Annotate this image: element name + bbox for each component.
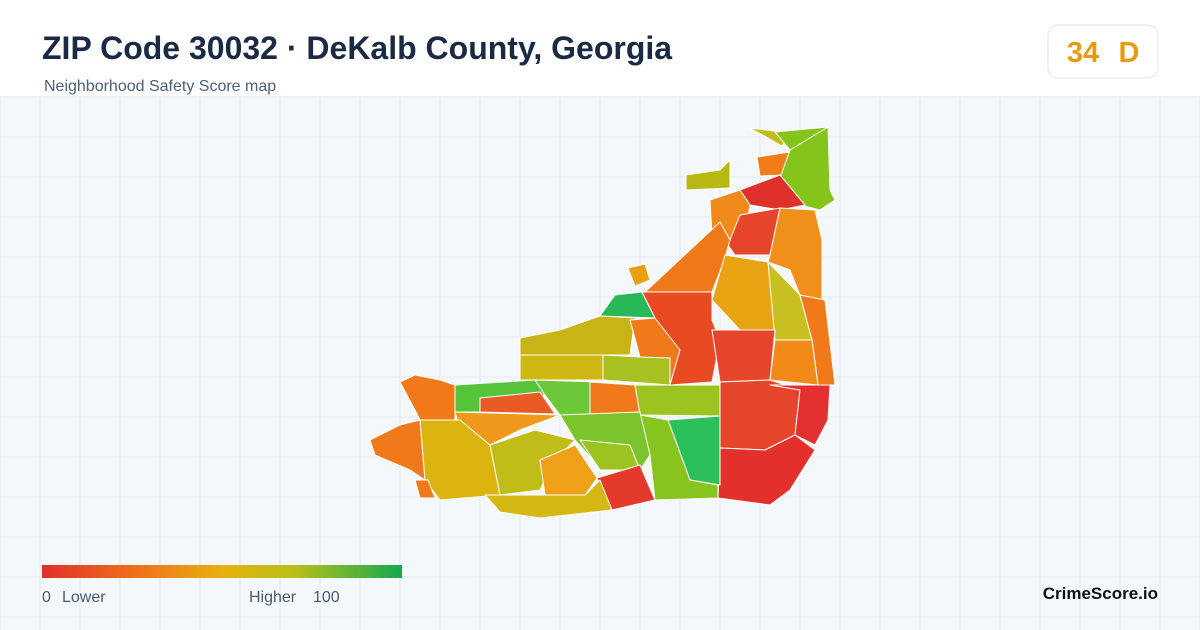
tract <box>479 391 556 415</box>
legend-max-label: Higher <box>249 589 297 606</box>
grid <box>0 96 1200 630</box>
tract-map <box>369 126 836 519</box>
tract <box>627 263 651 287</box>
tract <box>711 329 776 383</box>
legend-max: 100 <box>313 589 340 606</box>
tract <box>589 381 641 416</box>
tract <box>414 479 436 499</box>
tract <box>769 384 831 446</box>
tract <box>711 254 776 331</box>
title: ZIP Code 30032 · DeKalb County, Georgia <box>42 30 672 66</box>
tract <box>639 414 719 501</box>
tract <box>399 374 456 421</box>
tract <box>634 384 721 417</box>
tract <box>539 444 598 496</box>
legend-min: 0 <box>42 589 51 606</box>
legend-min-label: Lower <box>62 589 106 606</box>
legend-gradient <box>42 565 402 578</box>
tract <box>685 159 731 191</box>
tract <box>519 354 604 381</box>
score-grade: D <box>1119 37 1140 69</box>
tract <box>602 354 671 386</box>
brand: CrimeScore.io <box>1043 584 1158 603</box>
tract <box>644 221 731 293</box>
tract <box>717 434 816 506</box>
tract <box>519 315 636 356</box>
score-badge <box>1047 24 1159 79</box>
header-bg <box>0 0 1200 96</box>
tract <box>484 479 613 519</box>
subtitle: Neighborhood Safety Score map <box>44 78 276 95</box>
score-value: 34 <box>1067 37 1099 69</box>
tract <box>769 339 819 386</box>
tract <box>369 419 426 481</box>
